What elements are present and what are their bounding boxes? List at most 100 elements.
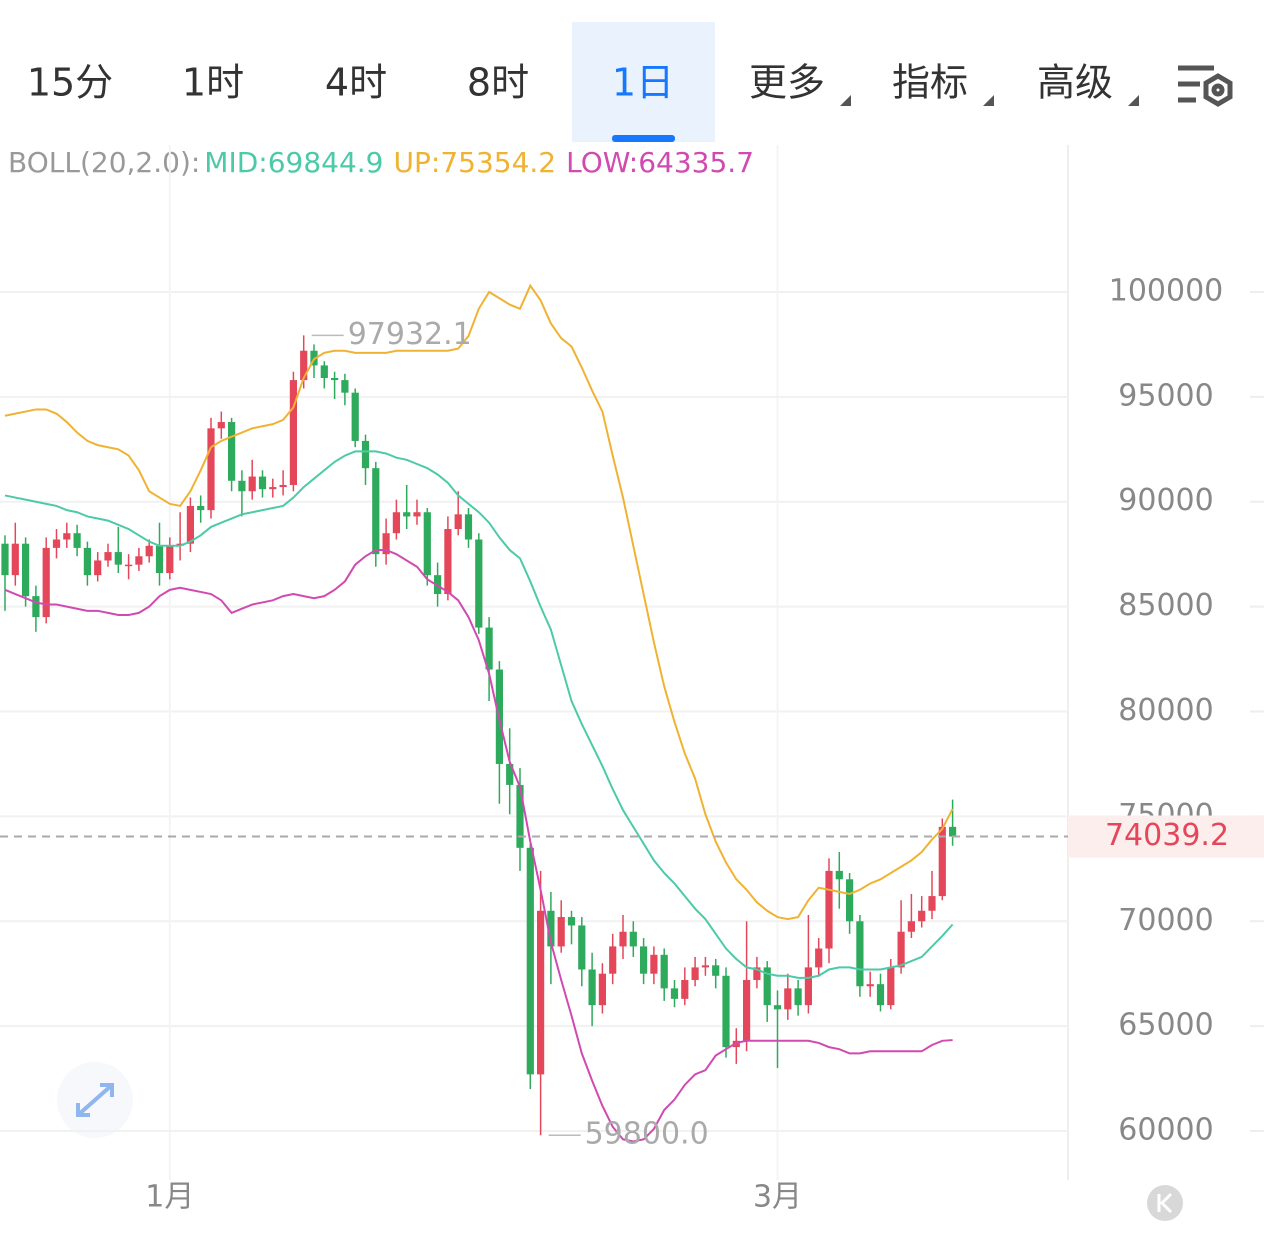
candle-body [835,870,843,880]
candle-body [392,512,400,534]
candle-body [784,988,792,1010]
x-tick-label: 1月 [145,1180,194,1215]
y-tick-label: 60000 [1118,1113,1213,1148]
indicator-text: BOLL(20,2.0): MID:69844.9 UP:75354.2 LOW:64… [8,146,754,179]
candle-body [743,979,751,1041]
candle-body [289,380,297,485]
candle-body [526,847,534,1075]
candle-body [475,539,483,628]
candle-body [320,365,328,378]
candle-body [609,946,617,974]
candle-body [258,476,267,490]
x-tick-label: 3月 [753,1180,802,1215]
candle-body [578,925,586,970]
selected-tab-underline [612,135,675,142]
tab[interactable]: 更多 [749,61,825,105]
candle-body [217,422,225,429]
candle-body [640,946,648,974]
candle-body [279,484,287,488]
tab[interactable]: 指标 [892,61,968,105]
candle-body [135,556,143,565]
bollinger-line [4,450,954,979]
candle-body [423,512,431,576]
candle-body [588,969,596,1006]
candle-body [22,543,30,597]
candle-body [145,545,153,557]
bollinger-line [4,283,954,921]
y-tick-label: 100000 [1109,273,1224,308]
candle-body [207,428,215,511]
candle-body [722,975,730,1048]
scroll-bg [1147,1185,1183,1221]
candle-body [753,967,761,980]
candle-body [52,539,61,548]
y-tick-label: 70000 [1118,903,1213,938]
candle-body [155,545,164,574]
tab[interactable]: 高级 [1037,61,1113,105]
candle-body [516,784,524,848]
tab[interactable]: 1时 [182,61,244,105]
candle-body [114,552,122,565]
candle-body [856,921,864,987]
candle-body [887,967,895,1006]
candle-body [876,984,885,1006]
candle-body [197,505,205,511]
candle-body [506,763,514,785]
candle-body [773,1005,782,1010]
candle-body [1,543,9,576]
candle-body [104,552,112,561]
dropdown-arrow [1128,95,1139,106]
icon-hex [1203,73,1233,107]
candle-body [269,487,277,490]
candle-body [63,533,71,540]
tab[interactable]: 4时 [325,61,387,105]
candle-body [670,988,679,999]
dropdown-arrow [983,95,994,106]
candle-body [331,377,339,381]
candle-body [166,545,174,574]
candle-body [83,547,91,576]
y-tick-label: 65000 [1118,1008,1213,1043]
candle-body [547,910,555,947]
tab[interactable]: 15分 [27,61,113,105]
candle-body [125,564,133,567]
tab[interactable]: 1日 [612,61,674,105]
candle-body [228,422,236,481]
y-tick-label: 90000 [1118,483,1213,518]
candle-body [372,468,380,555]
candle-body [701,965,709,968]
indicator-item: LOW:64335.7 [566,146,754,179]
candle-body [537,910,545,1075]
candle-body [11,543,19,576]
tab[interactable]: 8时 [467,61,529,105]
candle-body [866,984,874,987]
y-tick-label: 95000 [1118,378,1213,413]
candle-body [907,921,915,932]
candle-body [825,870,833,949]
candle-body [804,967,812,1006]
candle-body [650,954,658,974]
candle-body [413,512,421,517]
candle-body [351,392,359,441]
candle-body [94,560,102,576]
candle-body [598,973,606,1006]
y-tick-label: 85000 [1118,588,1213,623]
candle-body [300,350,308,381]
candle-body [444,529,452,595]
candle-body [691,967,699,980]
candle-body [42,547,50,618]
indicator-item: BOLL(20,2.0): [8,146,200,179]
candle-body [712,965,720,976]
candle-body [248,476,256,492]
candle-body [897,931,905,968]
candle-body [567,917,576,926]
settings-icon[interactable] [1178,65,1233,107]
candle-body [403,512,411,517]
candle-body [794,988,802,1006]
scroll-icon [1157,1192,1173,1214]
annotation: 97932.1 [348,317,472,352]
candle-body [73,533,81,548]
expand-button[interactable] [57,1062,133,1138]
scroll-end-button[interactable] [1147,1185,1183,1221]
